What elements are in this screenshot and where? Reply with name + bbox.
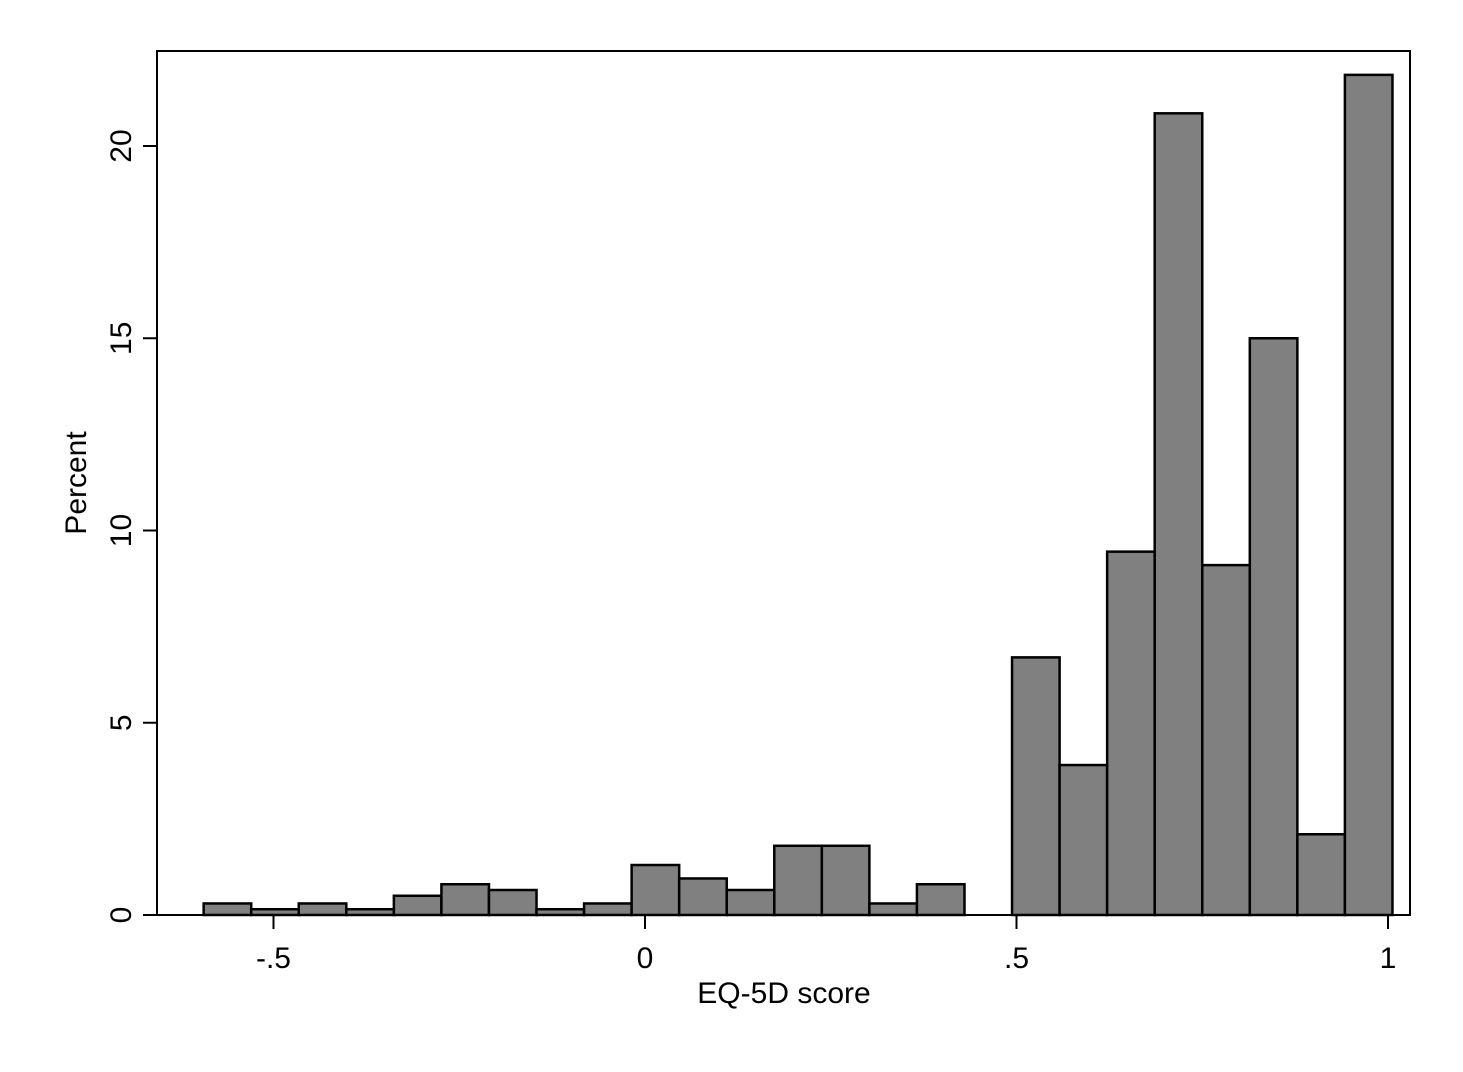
- x-tick-label-0: -.5: [256, 942, 291, 975]
- histogram-bar-19: [1105, 550, 1156, 917]
- histogram-bar-12: [773, 844, 824, 917]
- histogram-bar-1: [249, 907, 301, 917]
- histogram-bar-17: [1010, 656, 1061, 917]
- histogram-bar-13: [820, 844, 871, 917]
- y-axis-title: Percent: [60, 431, 93, 535]
- histogram-bar-14: [868, 902, 919, 917]
- histogram-bar-9: [630, 863, 681, 917]
- y-tick-label-3: 15: [105, 322, 138, 355]
- histogram-bar-4: [392, 894, 443, 917]
- histogram-bar-7: [535, 907, 586, 917]
- y-tick-label-1: 5: [105, 714, 138, 731]
- histogram-bar-24: [1343, 73, 1394, 917]
- x-axis-title: EQ-5D score: [697, 977, 870, 1010]
- histogram-bar-5: [440, 882, 491, 917]
- histogram-bar-11: [725, 888, 776, 917]
- y-tick-label-2: 10: [105, 514, 138, 547]
- x-tick-label-1: 0: [637, 942, 654, 975]
- histogram-bar-22: [1248, 337, 1299, 917]
- y-tick-label-0: 0: [105, 907, 138, 924]
- x-tick-label-3: 1: [1380, 942, 1397, 975]
- y-tick-label-4: 20: [105, 129, 138, 162]
- histogram-bar-2: [297, 902, 348, 917]
- histogram-bar-21: [1201, 563, 1252, 917]
- histogram-bar-20: [1153, 112, 1204, 917]
- x-axis: -.5 0 .5 1: [256, 915, 1396, 975]
- y-axis: 0 5 10 15 20: [105, 129, 157, 923]
- histogram-bar-15: [915, 882, 966, 917]
- histogram-bar-3: [345, 907, 396, 917]
- histogram-bar-10: [677, 877, 728, 917]
- histogram-bar-18: [1058, 763, 1109, 917]
- x-tick-label-2: .5: [1004, 942, 1029, 975]
- histogram-bar-8: [582, 902, 633, 917]
- histogram-bar-0: [202, 902, 253, 917]
- histogram-bar-23: [1296, 833, 1347, 917]
- histogram-bar-6: [487, 888, 538, 917]
- bars-layer: [202, 73, 1394, 917]
